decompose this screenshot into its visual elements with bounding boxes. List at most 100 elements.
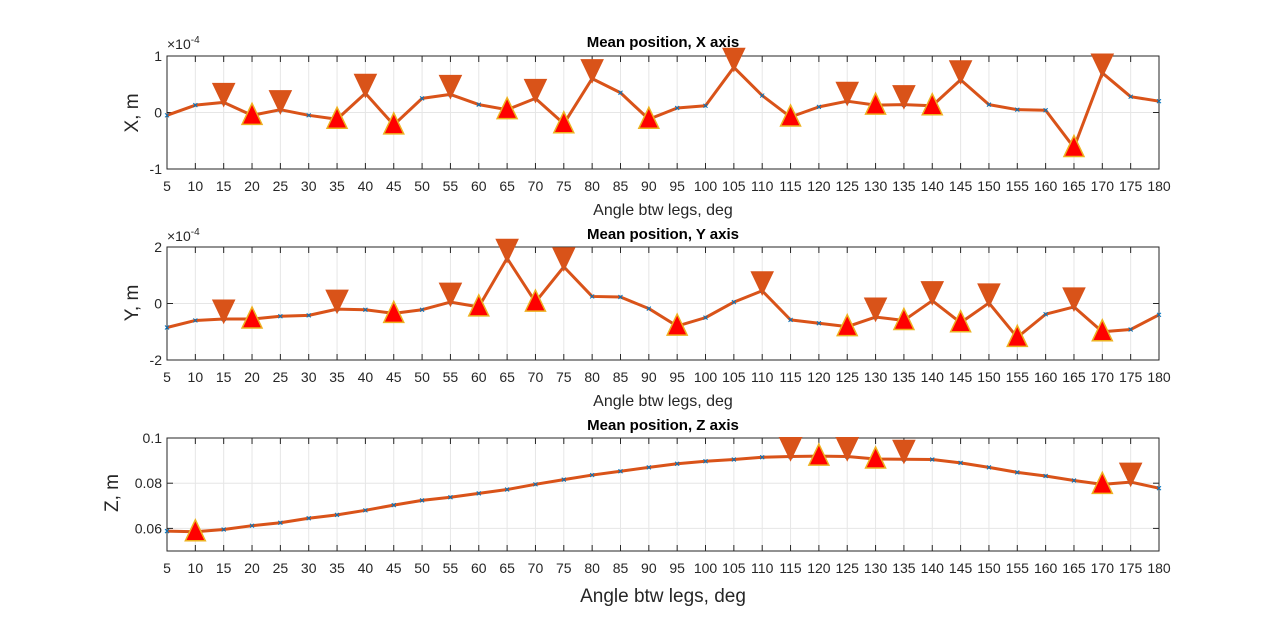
x-tick-label: 145	[949, 369, 973, 385]
series-line	[166, 256, 1160, 339]
data-point	[731, 457, 737, 462]
series-line	[166, 454, 1160, 534]
x-tick-label: 150	[977, 560, 1001, 576]
x-tick-label: 35	[329, 560, 345, 576]
x-tick-label: 95	[669, 369, 685, 385]
x-tick-label: 50	[414, 178, 430, 194]
valley-marker	[184, 518, 207, 542]
data-point	[533, 481, 538, 487]
peak-marker	[722, 47, 746, 73]
peak-marker	[268, 90, 293, 115]
x-tick-label: 65	[499, 560, 515, 576]
x-tick-label: 110	[751, 560, 774, 576]
y-tick-label: 0.1	[143, 430, 163, 446]
data-point	[221, 527, 227, 532]
peak-marker	[835, 81, 860, 107]
x-tick-label: 150	[977, 369, 1001, 385]
x-tick-label: 25	[273, 178, 289, 194]
y-exponent-label: ×10-4	[167, 35, 200, 52]
y-tick-label: 0.08	[135, 475, 162, 491]
x-tick-label: 5	[163, 178, 171, 194]
x-tick-label: 160	[1034, 369, 1058, 385]
x-axis-label: Angle btw legs, deg	[580, 586, 746, 607]
x-tick-label: 55	[443, 560, 459, 576]
valley-marker	[864, 91, 887, 115]
x-tick-label: 140	[921, 560, 945, 576]
data-point	[759, 93, 765, 98]
valley-marker	[1091, 318, 1114, 342]
data-point	[986, 465, 992, 470]
peak-marker	[892, 85, 916, 110]
data-point	[164, 325, 170, 330]
x-tick-label: 115	[779, 369, 802, 385]
x-tick-label: 105	[722, 560, 746, 576]
x-tick-label: 45	[386, 369, 402, 385]
valley-marker	[325, 105, 349, 130]
x-tick-label: 60	[471, 560, 487, 576]
valley-marker	[892, 306, 916, 331]
valley-marker	[495, 95, 519, 120]
data-point	[419, 307, 425, 313]
x-tick-label: 65	[499, 369, 515, 385]
chart-title: Mean position, Y axis	[587, 226, 739, 243]
data-point	[618, 294, 623, 300]
data-point	[1043, 473, 1048, 479]
x-tick-label: 10	[188, 560, 204, 576]
data-point	[419, 96, 425, 101]
data-point	[1156, 98, 1162, 104]
x-tick-label: 130	[864, 369, 888, 385]
x-tick-label: 70	[528, 178, 544, 194]
peak-marker	[863, 297, 888, 323]
valley-marker	[240, 101, 264, 126]
valley-marker	[665, 312, 689, 336]
data-point	[1014, 469, 1020, 475]
y-tick-label: -1	[150, 161, 163, 177]
peak-marker	[948, 60, 973, 85]
x-tick-label: 90	[641, 369, 657, 385]
x-tick-label: 80	[584, 178, 600, 194]
x-tick-label: 60	[471, 369, 487, 385]
data-point	[1071, 478, 1077, 483]
peak-marker	[750, 271, 774, 296]
x-tick-label: 40	[358, 369, 374, 385]
y-tick-label: 0.06	[135, 520, 162, 536]
x-tick-label: 150	[977, 178, 1001, 194]
valley-marker	[637, 105, 661, 130]
plot-background	[167, 438, 1159, 551]
plot-area: 5 10 15 20 25 30 35 40 45 50 55 60 65 70 75 80 85 90 95 100…	[135, 430, 1171, 576]
data-point	[278, 313, 283, 319]
data-point	[278, 520, 283, 526]
data-point	[589, 294, 595, 299]
data-point	[759, 454, 765, 460]
x-tick-label: 110	[751, 369, 774, 385]
peak-marker	[438, 74, 463, 100]
data-point	[816, 320, 822, 326]
valley-marker	[1006, 323, 1029, 348]
x-tick-label: 105	[722, 369, 746, 385]
peak-marker	[523, 78, 548, 104]
x-tick-label: 85	[613, 178, 629, 194]
peak-marker	[778, 437, 803, 462]
data-point	[448, 494, 453, 500]
subplot-y-axis: 5 10 15 20 25 30 35 40 45 50 55 60 65 70 75 80 85 90 95 100…	[122, 226, 1171, 410]
x-tick-label: 180	[1147, 560, 1171, 576]
x-tick-label: 175	[1119, 178, 1143, 194]
x-tick-label: 30	[301, 369, 317, 385]
peak-marker	[1118, 462, 1143, 488]
x-tick-label: 65	[499, 178, 515, 194]
data-point	[674, 105, 680, 111]
x-tick-label: 145	[949, 560, 973, 576]
data-point	[1156, 312, 1162, 318]
x-tick-label: 80	[584, 560, 600, 576]
data-point	[703, 315, 708, 320]
data-point	[618, 90, 623, 96]
data-point	[192, 318, 198, 323]
x-tick-label: 85	[613, 560, 629, 576]
x-tick-label: 40	[358, 178, 374, 194]
data-point	[192, 102, 198, 108]
x-tick-label: 120	[807, 178, 831, 194]
data-point	[1128, 94, 1134, 100]
x-tick-label: 110	[751, 178, 774, 194]
x-tick-label: 90	[641, 178, 657, 194]
x-tick-label: 45	[386, 560, 402, 576]
